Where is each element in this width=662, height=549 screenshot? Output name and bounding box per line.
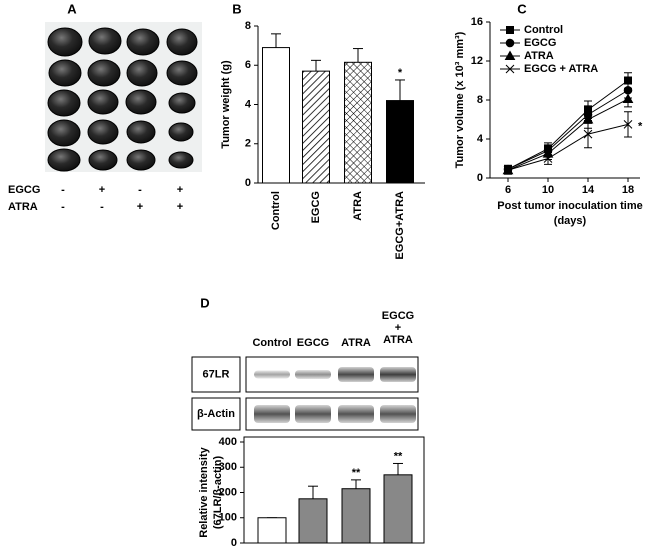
legend-label: ATRA	[524, 50, 554, 62]
x-tick-label: ATRA	[352, 191, 364, 221]
marker	[543, 154, 553, 163]
sign: +	[177, 201, 183, 213]
y-tick-label: 8	[245, 20, 251, 32]
panel-label: B	[232, 1, 241, 16]
blot-band	[338, 405, 374, 423]
x-tick-label: EGCG	[382, 310, 414, 322]
bar	[341, 488, 371, 544]
y-tick-label: 0	[245, 177, 251, 189]
blot-band	[254, 405, 290, 423]
blot-box	[245, 397, 419, 431]
tumor-photo	[45, 22, 202, 172]
legend-label: EGCG	[524, 37, 556, 49]
annotation: *	[398, 67, 403, 79]
sign: -	[138, 184, 142, 196]
x-tick-label: Control	[252, 337, 291, 349]
blot-label-box	[191, 356, 241, 393]
x-axis-label: (days)	[554, 215, 587, 227]
line	[507, 123, 629, 171]
x-tick-label: EGCG+ATRA	[394, 191, 406, 260]
x-tick-label: +	[395, 322, 401, 334]
legend-label: EGCG + ATRA	[524, 63, 598, 75]
y-axis-label: Tumor volume (x 10³ mm³)	[454, 31, 466, 168]
legend-marker	[504, 50, 516, 60]
line	[507, 80, 629, 170]
sign: -	[61, 184, 65, 196]
sign: +	[177, 184, 183, 196]
x-tick-label: EGCG	[297, 337, 329, 349]
bar	[383, 474, 413, 544]
bar	[344, 61, 372, 184]
plot-frame	[243, 436, 425, 544]
x-tick-label: Control	[270, 191, 282, 230]
panel-label: C	[517, 1, 527, 16]
bar	[257, 517, 287, 544]
y-tick-label: 300	[219, 461, 237, 473]
y-axis-label: Relative intensity	[198, 446, 210, 537]
y-tick-label: 6	[245, 59, 251, 71]
legend-marker	[505, 38, 515, 48]
blot-band	[380, 405, 416, 423]
blot-band	[338, 367, 374, 382]
x-tick-label: 18	[622, 184, 634, 196]
y-tick-label: 16	[471, 16, 483, 28]
y-tick-label: 400	[219, 436, 237, 448]
bar	[262, 47, 290, 184]
legend-marker	[505, 64, 515, 74]
x-tick-label: ATRA	[341, 337, 371, 349]
marker	[623, 120, 633, 129]
y-tick-label: 200	[219, 486, 237, 498]
row-label: EGCG	[8, 184, 40, 196]
y-tick-label: 2	[245, 138, 251, 150]
blot-band	[254, 370, 290, 379]
bar	[386, 100, 414, 184]
blot-box	[245, 356, 419, 393]
bar	[298, 498, 328, 544]
blot-band	[295, 405, 331, 423]
y-tick-label: 0	[231, 537, 237, 549]
x-tick-label: ATRA	[383, 334, 413, 346]
marker	[622, 93, 634, 104]
x-tick-label: 10	[542, 184, 554, 196]
y-tick-label: 4	[245, 98, 252, 110]
annotation: **	[394, 450, 403, 462]
sign: -	[61, 201, 65, 213]
marker	[503, 165, 513, 175]
x-axis-label: Post tumor inoculation time	[497, 200, 642, 212]
blot-label: 67LR	[203, 368, 230, 380]
panel-label: D	[200, 295, 209, 310]
x-tick-label: EGCG	[310, 191, 322, 223]
x-tick-label: 6	[505, 184, 511, 196]
y-tick-label: 100	[219, 512, 237, 524]
x-tick-label: 14	[582, 184, 595, 196]
y-tick-label: 0	[477, 172, 483, 184]
y-tick-label: 12	[471, 55, 483, 67]
blot-label: β-Actin	[197, 408, 235, 420]
sign: +	[137, 201, 143, 213]
marker	[583, 129, 593, 139]
line	[507, 89, 629, 170]
blot-label-box	[191, 397, 241, 431]
legend-marker	[506, 26, 514, 34]
y-tick-label: 4	[477, 133, 484, 145]
panel-label: A	[67, 1, 77, 16]
sign: +	[99, 184, 105, 196]
blot-band	[295, 370, 331, 379]
annotation: **	[352, 467, 361, 479]
blot-band	[380, 367, 416, 382]
y-axis-label: Tumor weight (g)	[220, 60, 232, 149]
annotation: *	[638, 120, 643, 132]
sign: -	[100, 201, 104, 213]
row-label: ATRA	[8, 201, 38, 213]
bar	[302, 70, 330, 184]
line	[507, 98, 629, 171]
y-axis-label: (67LR/β-actin)	[212, 456, 224, 530]
y-tick-label: 8	[477, 94, 483, 106]
legend-label: Control	[524, 24, 563, 36]
